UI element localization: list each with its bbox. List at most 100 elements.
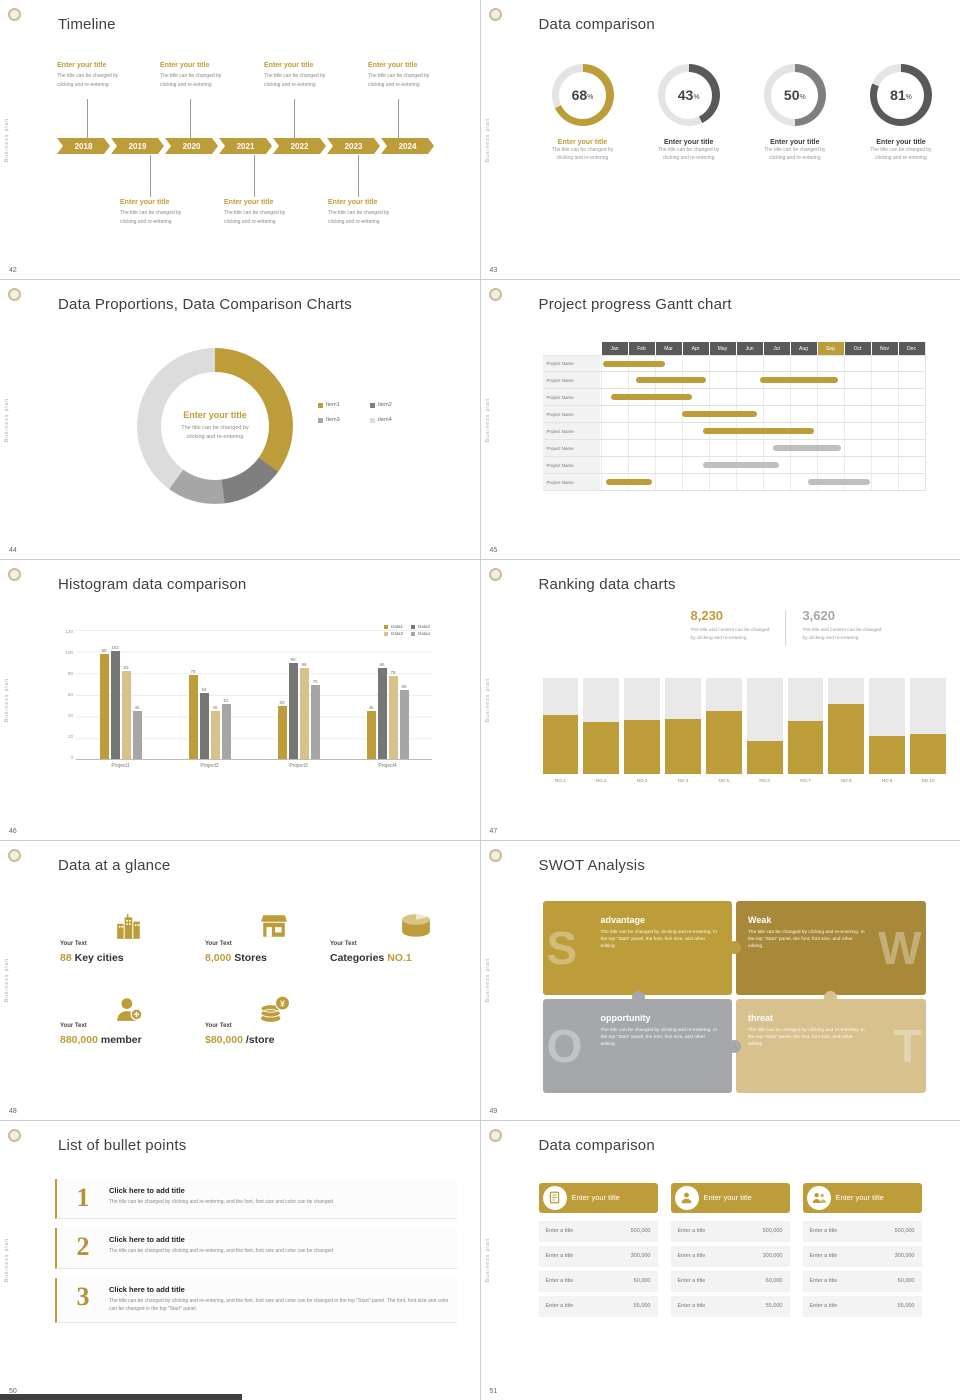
- connector-line: [254, 155, 255, 197]
- bar-wrap: 79: [188, 669, 198, 760]
- ring-item: 81 % Enter your title The title can be c…: [854, 64, 948, 162]
- gantt-bar: [703, 462, 779, 469]
- cmp-rows: Enter a title 500,000 Enter a title 300,000…: [670, 1220, 790, 1317]
- bar: [188, 675, 198, 760]
- slide-42-timeline[interactable]: Business plan Timeline Enter your title …: [0, 0, 480, 280]
- x-tick-label: NO.4: [677, 778, 689, 784]
- slide-43-data-comparison[interactable]: Business plan Data comparison 68 % Enter…: [480, 0, 960, 280]
- page-number: 47: [489, 827, 498, 835]
- row-label: Enter a title: [809, 1253, 838, 1260]
- gantt-bar: [759, 377, 839, 384]
- puzzle-nub: [632, 990, 646, 1004]
- entry-desc: clicking and re-entering: [57, 81, 109, 88]
- bottom-edge-bar: [0, 1394, 242, 1400]
- logo-icon: [488, 568, 502, 582]
- item-desc: The title can be changed by clicking and…: [109, 1297, 449, 1312]
- row-value: 300,000: [630, 1253, 651, 1260]
- bar: [210, 711, 220, 760]
- stat-value: 3,620: [802, 608, 835, 624]
- donut-chart: Enter your title The title can be change…: [137, 348, 293, 505]
- logo-icon: [8, 848, 21, 862]
- bar: [121, 670, 131, 760]
- puzzle-nub: [823, 990, 837, 1004]
- stat-value: Categories NO.1: [330, 951, 412, 964]
- ring-item: 50 % Enter your title The title can be c…: [748, 64, 842, 162]
- gantt-chart: Jan Feb Mar Apr May Jun Jul Aug Sep Oct Nov Dec Pro…: [542, 342, 926, 492]
- list-item[interactable]: 1 Click here to add title The title can …: [55, 1178, 457, 1220]
- gantt-month-cell: Feb: [627, 342, 655, 356]
- slide-49-swot[interactable]: Business plan SWOT Analysis S advantage …: [480, 840, 960, 1120]
- timeline-years: 2018 2019 2020 2021 2022 2023 2024: [57, 138, 435, 154]
- bar-wrap: 45: [132, 705, 142, 760]
- hist-xlabels: Project1 Project2 Project3 Project4: [60, 763, 432, 769]
- progress-ring: 50 %: [763, 64, 826, 126]
- percent-sign: %: [799, 94, 806, 101]
- swot-quad-title: threat: [748, 1012, 774, 1023]
- gantt-row-label: Project Name: [542, 372, 601, 389]
- stat-item-stores: Your Text 8,000 Stores: [205, 914, 325, 964]
- coins-icon: ¥: [260, 995, 290, 1028]
- people-icon: [806, 1185, 831, 1210]
- histogram-chart: Data1 Data2 Data3 Data4 120 100 80 60 40 20 0 99 1…: [60, 624, 432, 769]
- logo-icon: [8, 1128, 21, 1142]
- bar: [388, 676, 398, 760]
- bar-group: 45 86 78 65: [366, 662, 409, 760]
- bar-track: [705, 678, 742, 775]
- slide-51-data-comparison-tables[interactable]: Business plan Data comparison Enter your…: [480, 1120, 960, 1400]
- gantt-bar: [808, 479, 871, 486]
- entry-title: Enter your title: [57, 62, 107, 69]
- swot-threat-quad: T threat The title can be changed by cli…: [736, 998, 926, 1093]
- gantt-row-label: Project Name: [542, 406, 601, 423]
- ring-hole: 81 %: [877, 71, 925, 119]
- city-icon: [115, 913, 143, 946]
- slide-50-bullets[interactable]: Business plan List of bullet points 1 Cl…: [0, 1120, 480, 1400]
- gantt-corner-cell: [543, 342, 601, 355]
- logo-icon: [8, 8, 21, 21]
- page-title: Data comparison: [538, 16, 655, 33]
- bar: [288, 663, 298, 760]
- row-value: 60,000: [633, 1278, 651, 1285]
- legend-label: Item1: [326, 402, 340, 409]
- row-label: Enter a title: [677, 1253, 706, 1260]
- slide-46-histogram[interactable]: Business plan Histogram data comparison …: [0, 560, 480, 840]
- gantt-track: [600, 423, 925, 440]
- swot-quad-desc: The title can be changed by clicking and…: [748, 929, 865, 950]
- gantt-track: [600, 406, 925, 423]
- swot-content: advantage The title can be changed by cl…: [601, 915, 721, 951]
- page-title: Data at a glance: [58, 856, 171, 874]
- slide-48-glance[interactable]: Business plan Data at a glance Your Text…: [0, 840, 480, 1120]
- sidebar-vertical-text: Business plan: [484, 1238, 491, 1283]
- bar-value-label: 79: [190, 669, 196, 675]
- gantt-track: [600, 457, 925, 474]
- row-value: 300,000: [762, 1253, 783, 1260]
- entry-title: Enter your title: [120, 199, 170, 206]
- page-title: Histogram data comparison: [58, 576, 247, 594]
- gantt-track: [600, 389, 925, 406]
- page-title: List of bullet points: [58, 1136, 187, 1154]
- page-number: 45: [489, 547, 498, 555]
- stat-secondary: 3,620 The title and content can be chang…: [802, 608, 881, 642]
- swot-quad-desc: The title can be changed by clicking and…: [748, 1027, 865, 1048]
- stat-label: Your Text: [205, 940, 232, 947]
- table-row: Enter a title 55,000: [802, 1295, 922, 1317]
- card-title: Enter your title: [703, 1193, 752, 1203]
- list-item[interactable]: 3 Click here to add title The title can …: [55, 1277, 457, 1323]
- table-row: Enter a title 300,000: [538, 1245, 658, 1267]
- gantt-header-row: Jan Feb Mar Apr May Jun Jul Aug Sep Oct Nov Dec: [543, 342, 925, 356]
- card-header: Enter your title: [802, 1182, 922, 1213]
- table-row: Enter a title 55,000: [538, 1295, 658, 1317]
- bar-fill: [787, 720, 824, 775]
- slide-44-proportions[interactable]: Business plan Data Proportions, Data Com…: [0, 280, 480, 560]
- item-title: Click here to add title: [109, 1185, 185, 1195]
- gantt-month-cell: Dec: [897, 342, 925, 356]
- ring-desc: The title can be changed by: [764, 147, 826, 153]
- gantt-track: [600, 474, 925, 491]
- slide-45-gantt[interactable]: Business plan Project progress Gantt cha…: [480, 280, 960, 560]
- list-item[interactable]: 2 Click here to add title The title can …: [55, 1228, 457, 1269]
- swot-letter: W: [878, 921, 922, 974]
- ring-desc: clicking and re-entering: [768, 155, 821, 161]
- gantt-track: [600, 440, 925, 457]
- percent-sign: %: [693, 94, 700, 101]
- slide-47-ranking[interactable]: Business plan Ranking data charts 8,230 …: [480, 560, 960, 840]
- hist-yaxis: 120 100 80 60 40 20 0: [60, 630, 76, 760]
